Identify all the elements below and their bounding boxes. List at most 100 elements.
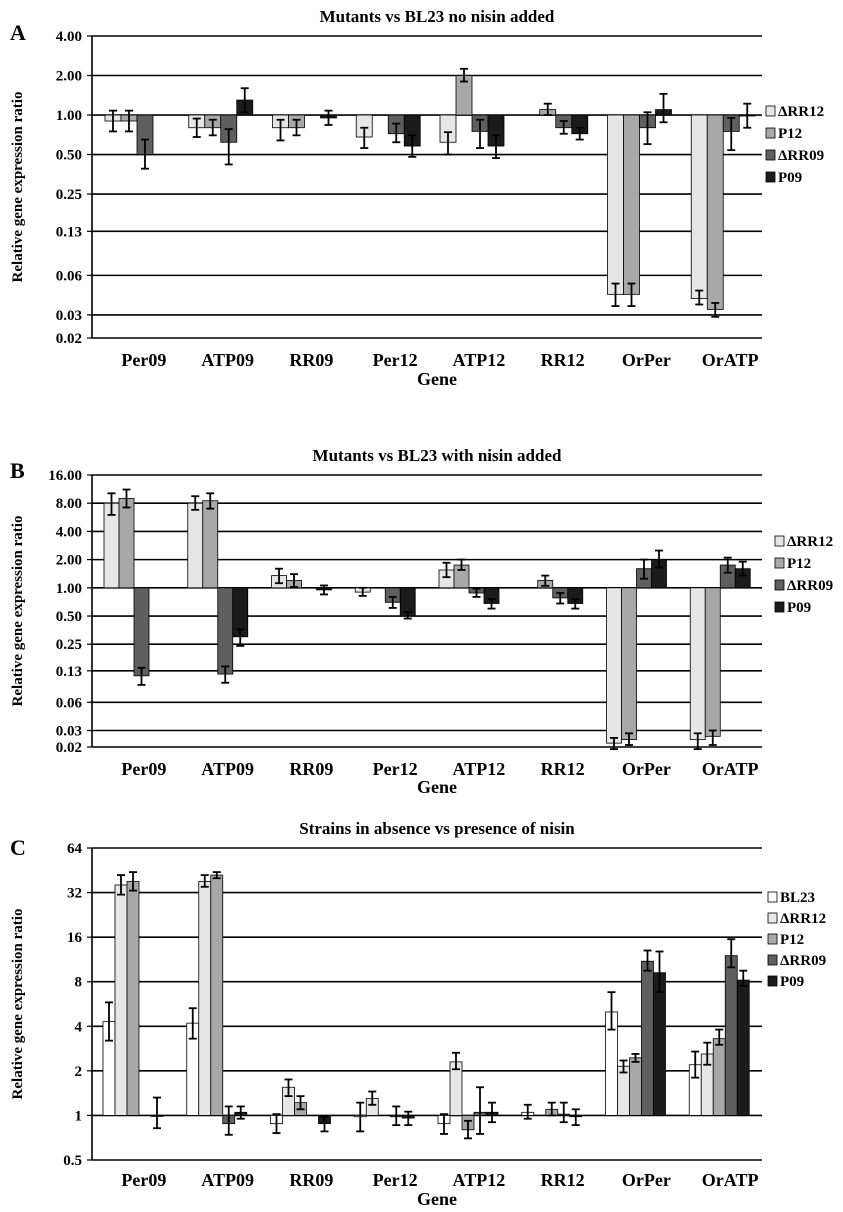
bar [202,500,219,589]
y-tick-label: 0.13 [56,664,82,680]
y-tick-label: 0.02 [56,740,82,756]
bar [689,587,706,740]
legend-label: P12 [787,556,811,572]
bar [198,881,212,1116]
bar [114,884,128,1116]
x-tick-label: Per09 [121,759,166,779]
legend-label: ΔRR09 [778,148,824,164]
x-tick-label: ATP09 [201,759,254,779]
x-tick-label: OrATP [702,1170,759,1190]
chart-panel-c: C Strains in absence vs presence of nisin… [10,819,826,1209]
bar [210,874,224,1116]
bar [133,587,150,677]
legend-swatch [774,579,785,591]
y-tick-label: 0.50 [56,148,82,164]
legend-label: ΔRR12 [780,911,826,927]
x-axis-label: Gene [417,1189,457,1209]
bar [103,502,120,589]
y-axis-label: Relative gene expression ratio [10,909,26,1100]
x-tick-label: RR09 [289,759,333,779]
x-tick-label: Per12 [373,350,418,370]
bar [621,587,637,740]
legend-label: ΔRR12 [778,104,824,120]
x-tick-label: RR12 [541,1170,585,1190]
legend-swatch [765,149,776,161]
x-tick-label: Per09 [121,1170,166,1190]
bar [641,960,654,1116]
y-axis-label: Relative gene expression ratio [10,516,26,707]
y-tick-label: 64 [67,841,83,857]
y-tick-label: 0.06 [56,268,83,284]
y-axis-label: Relative gene expression ratio [10,92,26,283]
legend-swatch [774,601,785,613]
y-tick-label: 0.5 [63,1153,82,1169]
chart-title: Mutants vs BL23 no nisin added [320,7,555,26]
y-tick-label: 0.06 [56,695,83,711]
chart-title: Mutants vs BL23 with nisin added [313,446,562,465]
x-axis-label: Gene [417,369,457,389]
x-tick-label: OrPer [622,350,671,370]
y-tick-label: 0.13 [56,224,82,240]
y-tick-label: 0.50 [56,609,82,625]
bar [617,1065,630,1116]
chart-panel-b: B Mutants vs BL23 with nisin added 16.00 8.… [10,446,833,797]
panel-letter: B [10,458,25,483]
bar [606,587,622,744]
bar [724,955,738,1116]
y-tick-label: 4.00 [56,29,82,45]
y-tick-label: 32 [67,886,82,902]
x-tick-label: OrPer [622,1170,671,1190]
legend-swatch [767,933,778,945]
y-tick-label: 8 [75,975,83,991]
x-tick-label: ATP12 [453,350,506,370]
chart-title: Strains in absence vs presence of nisin [299,819,575,838]
bar [118,498,135,589]
bar [712,1038,726,1116]
y-tick-label: 0.02 [56,331,82,347]
legend-swatch [765,171,776,183]
y-tick-label: 0.03 [56,724,82,740]
x-tick-label: ATP09 [201,350,254,370]
y-tick-label: 0.03 [56,308,82,324]
bar [736,979,750,1116]
bar [704,587,721,737]
bar [629,1057,642,1116]
y-tick-label: 0.25 [56,187,82,203]
x-axis-label: Gene [417,777,457,797]
legend-label: P12 [778,126,802,142]
x-tick-label: RR09 [289,350,333,370]
y-tick-label: 1.00 [56,581,82,597]
legend-swatch [765,105,776,117]
panel-letter: C [10,835,26,860]
y-tick-label: 16 [67,930,83,946]
legend-swatch [767,891,778,903]
y-tick-label: 4 [75,1019,83,1035]
y-tick-label: 1.00 [56,108,82,124]
x-tick-label: ATP12 [453,1170,506,1190]
legend-label: ΔRR09 [787,578,833,594]
bar [623,114,640,295]
chart-panel-a: A Mutants vs BL23 no nisin added 4.00 2.00 1… [10,7,824,389]
y-tick-label: 2.00 [56,553,82,569]
bar [653,972,666,1116]
legend-swatch [765,127,776,139]
y-tick-label: 2 [75,1064,83,1080]
y-tick-label: 2.00 [56,69,82,85]
x-tick-label: OrPer [622,759,671,779]
legend-label: BL23 [780,890,815,906]
legend-label: P12 [780,932,804,948]
legend-label: ΔRR12 [787,534,833,550]
x-tick-label: OrATP [702,350,759,370]
legend-swatch [767,954,778,966]
x-tick-label: RR12 [541,350,585,370]
x-tick-label: ATP09 [201,1170,254,1190]
bar [126,881,140,1116]
bar [690,114,708,299]
x-tick-label: ATP12 [453,759,506,779]
bar [607,114,624,295]
legend-label: P09 [787,600,811,616]
legend-label: ΔRR09 [780,953,826,969]
legend-swatch [767,912,778,924]
x-tick-label: Per12 [373,1170,418,1190]
